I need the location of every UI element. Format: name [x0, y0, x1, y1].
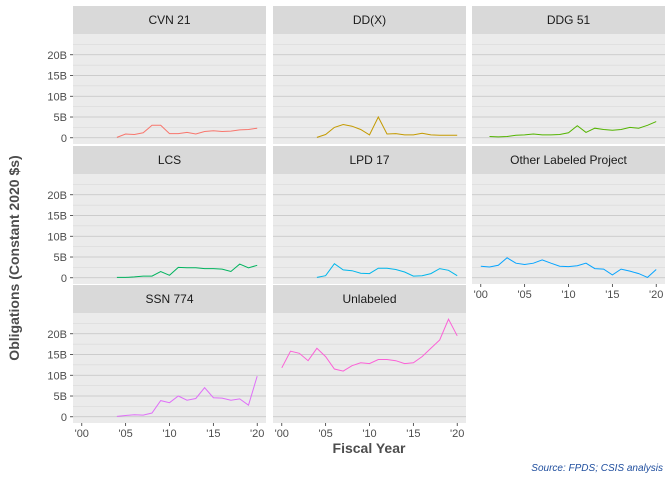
y-tick-label: 15B	[47, 71, 67, 83]
facet-strip	[73, 6, 266, 34]
facet-cvn-21: CVN 21 0 5B 10B 15B 20B	[47, 6, 266, 145]
facet-strip	[273, 285, 466, 313]
x-tick-label: '00	[75, 428, 89, 440]
x-tick-label: '20	[250, 428, 264, 440]
facet-strip-label: DDG 51	[547, 13, 591, 27]
series-line-lcs	[116, 263, 258, 278]
y-tick-label: 20B	[47, 50, 67, 62]
facet-lpd-17: LPD 17	[273, 146, 466, 284]
series-line-dd-x	[316, 115, 458, 138]
facet-ddg-51: DDG 51	[472, 6, 665, 144]
y-tick-label: 10B	[47, 91, 67, 103]
x-tick-label: '15	[605, 289, 619, 301]
panel-background	[73, 174, 266, 284]
series-line-ssn-774	[116, 375, 258, 417]
panel-background	[273, 313, 466, 423]
x-axis-title: Fiscal Year	[333, 440, 406, 456]
facet-strip	[472, 146, 665, 174]
facet-strip	[273, 146, 466, 174]
x-tick-label: '00	[474, 289, 488, 301]
x-tick-label: '10	[561, 289, 575, 301]
facet-strip	[472, 6, 665, 34]
facet-lcs: LCS 0 5B 10B 15B 20B	[47, 146, 266, 285]
facet-strip-label: CVN 21	[148, 13, 190, 27]
x-tick-label: '05	[318, 428, 332, 440]
facet-strip-label: Other Labeled Project	[510, 153, 627, 167]
panel-background	[73, 34, 266, 144]
panel-background	[273, 34, 466, 144]
y-tick-label: 5B	[54, 252, 67, 264]
facet-strip-label: Unlabeled	[342, 292, 396, 306]
y-tick-label: 5B	[54, 391, 67, 403]
x-tick-label: '00	[275, 428, 289, 440]
y-tick-label: 5B	[54, 112, 67, 124]
facet-dd-x: DD(X)	[273, 6, 466, 144]
series-line-other-labeled-project	[480, 257, 657, 278]
facet-strip-label: LCS	[158, 153, 181, 167]
panel-background	[472, 34, 665, 144]
y-tick-label: 20B	[47, 329, 67, 341]
y-tick-label: 0	[61, 133, 67, 145]
x-tick-label: '10	[362, 428, 376, 440]
facet-strip	[73, 146, 266, 174]
facet-panels: CVN 21 0 5B 10B 15B 20B DD(X) DDG 51 LCS 0 5B 10B 15…	[47, 6, 665, 440]
source-caption: Source: FPDS; CSIS analysis	[531, 463, 663, 474]
panel-background	[472, 174, 665, 284]
facet-strip-label: SSN 774	[145, 292, 193, 306]
x-tick-label: '05	[118, 428, 132, 440]
facet-ssn-774: SSN 774 0 5B 10B 15B 20B '00 '05 '10 '15 '20	[47, 285, 266, 440]
facet-strip	[273, 6, 466, 34]
x-tick-label: '15	[206, 428, 220, 440]
panel-background	[73, 313, 266, 423]
y-tick-label: 10B	[47, 231, 67, 243]
series-line-lpd-17	[316, 263, 458, 278]
series-line-cvn-21	[116, 124, 258, 138]
y-tick-label: 0	[61, 273, 67, 285]
y-tick-label: 20B	[47, 190, 67, 202]
y-axis-title: Obligations (Constant 2020 $s)	[6, 155, 22, 360]
x-tick-label: '15	[406, 428, 420, 440]
facet-strip-label: DD(X)	[353, 13, 386, 27]
series-line-ddg-51	[489, 121, 657, 138]
facet-strip	[73, 285, 266, 313]
facet-strip-label: LPD 17	[349, 153, 389, 167]
y-tick-label: 15B	[47, 350, 67, 362]
series-line-unlabeled	[281, 318, 458, 372]
x-tick-label: '20	[450, 428, 464, 440]
facet-other-labeled-project: Other Labeled Project '00 '05 '10 '15 '20	[472, 146, 665, 301]
facet-unlabeled: Unlabeled '00 '05 '10 '15 '20	[273, 285, 466, 440]
panel-background	[273, 174, 466, 284]
x-tick-label: '10	[162, 428, 176, 440]
y-tick-label: 15B	[47, 211, 67, 223]
x-tick-label: '20	[649, 289, 663, 301]
y-tick-label: 0	[61, 412, 67, 424]
y-tick-label: 10B	[47, 370, 67, 382]
x-tick-label: '05	[517, 289, 531, 301]
